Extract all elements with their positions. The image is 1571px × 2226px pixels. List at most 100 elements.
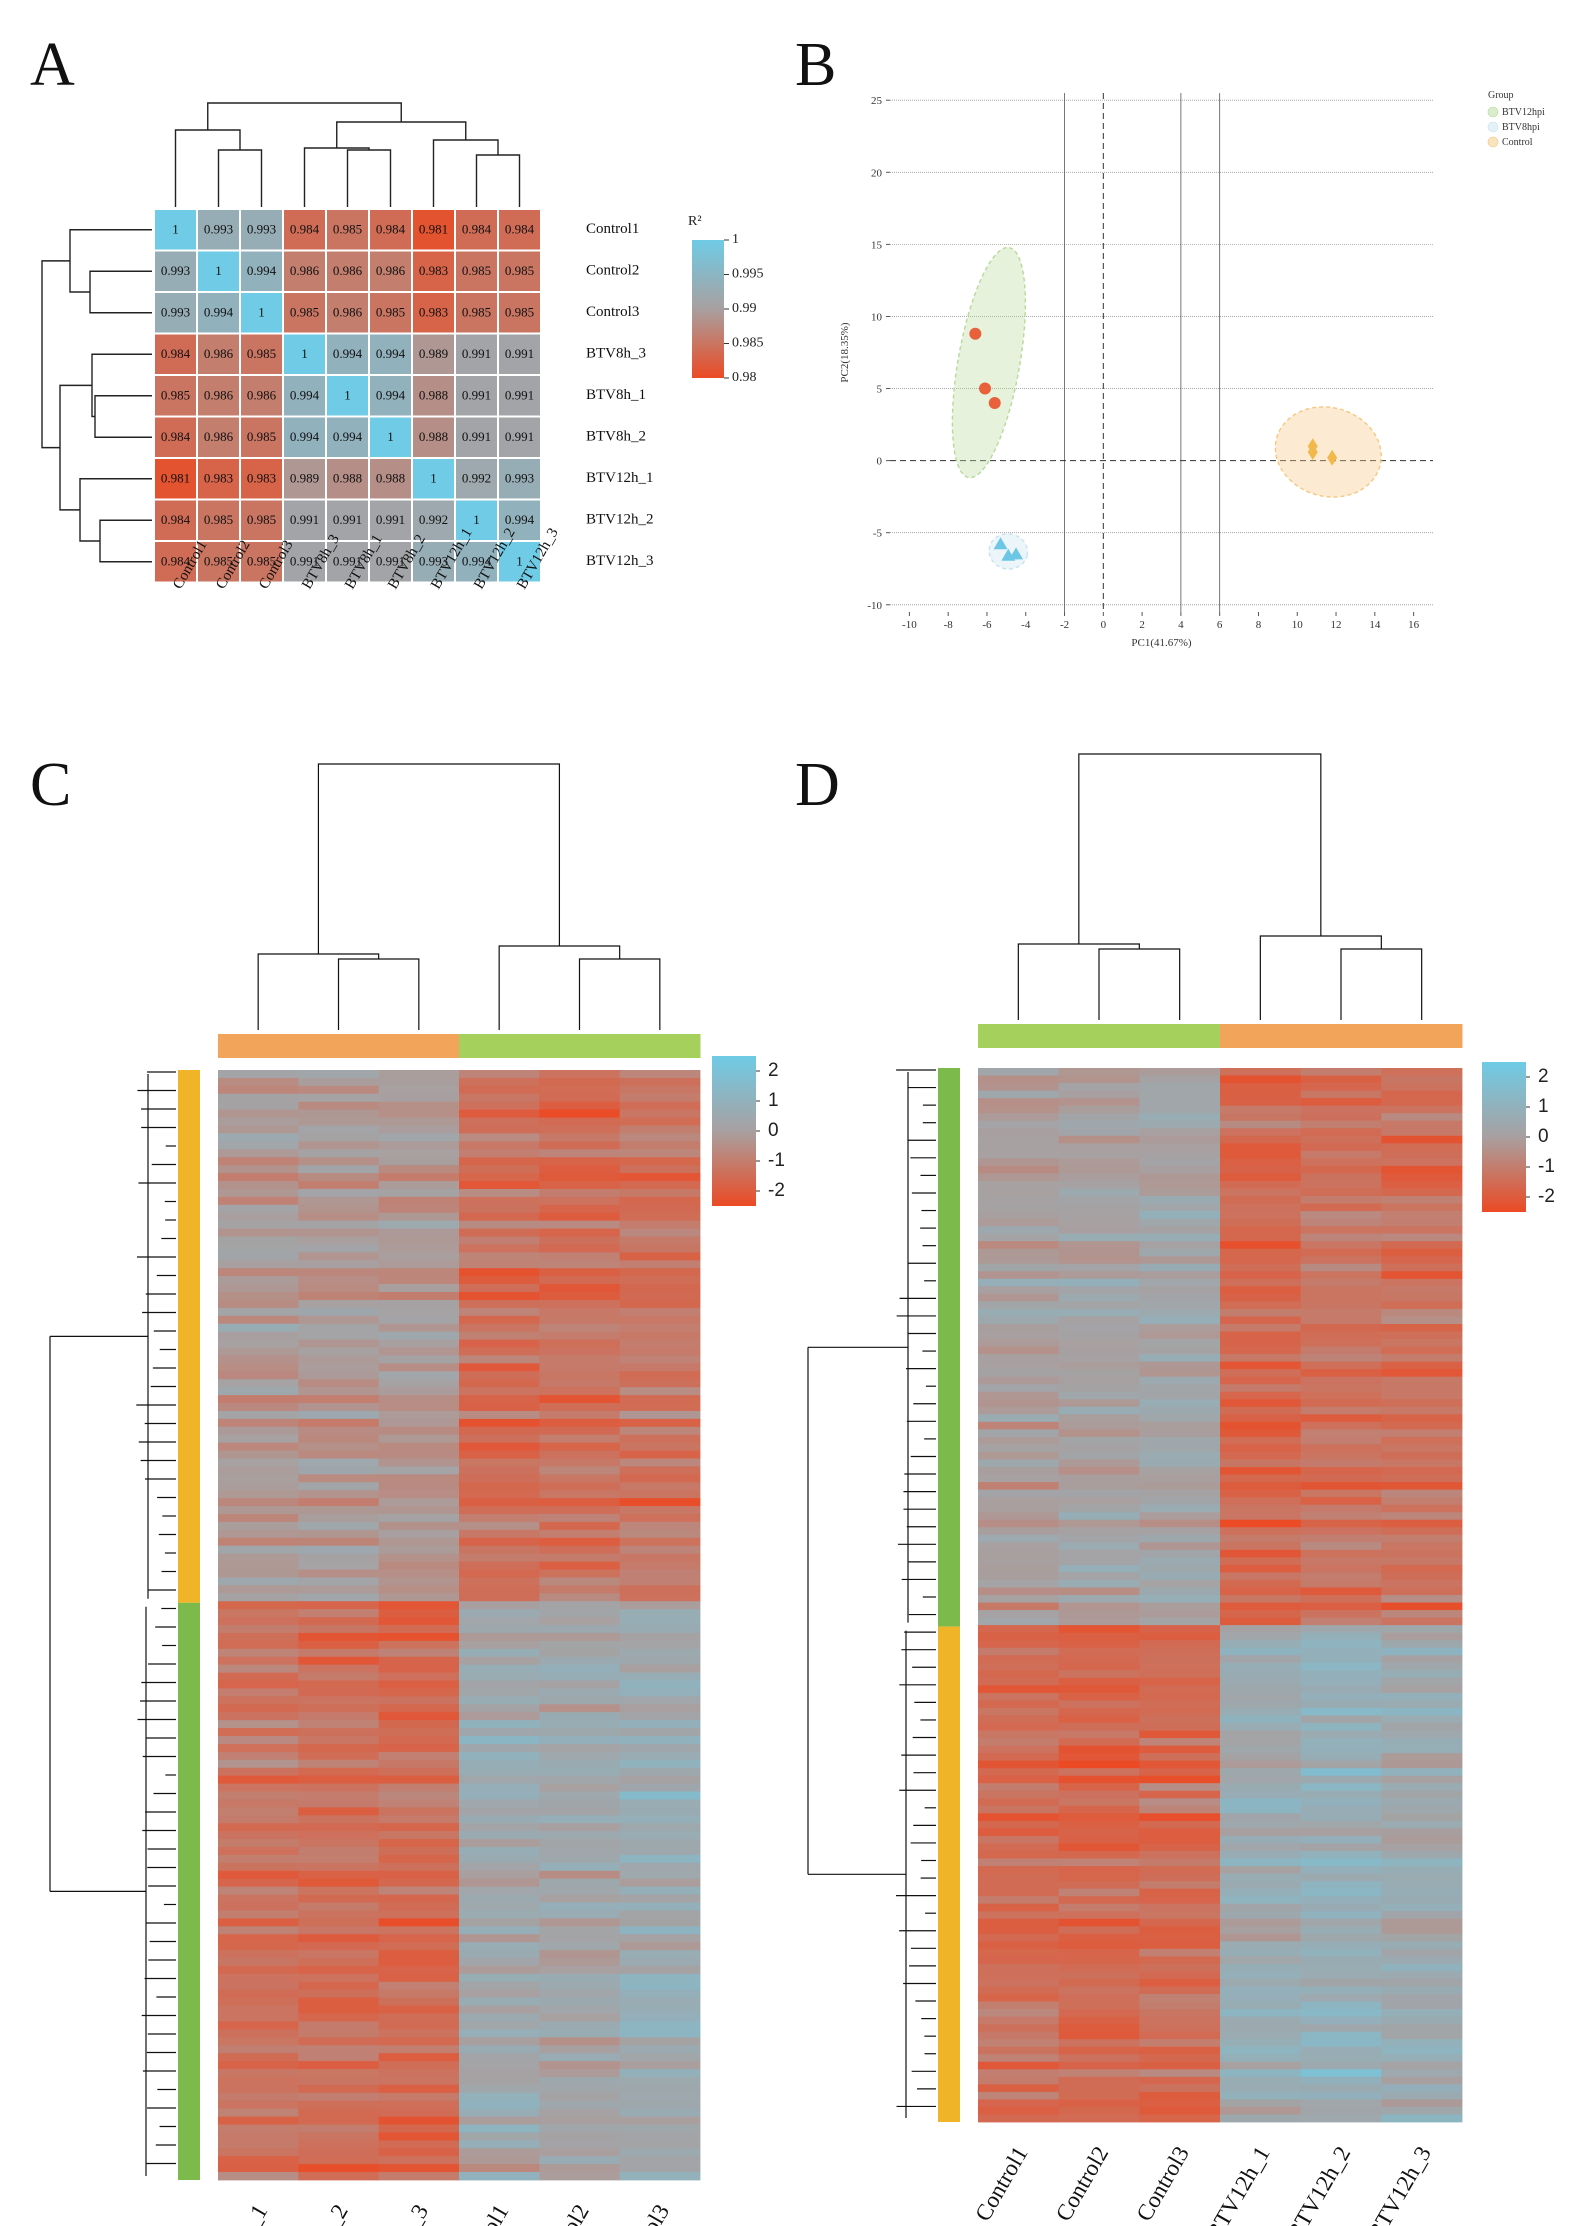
column-label: Control1 xyxy=(451,2200,514,2226)
expression-cell xyxy=(539,2116,621,2125)
expression-cell xyxy=(978,1233,1060,1242)
expression-cell xyxy=(1381,2106,1463,2115)
expression-cell xyxy=(1058,2069,1140,2078)
expression-cell xyxy=(1300,1376,1382,1385)
heatmap-cell xyxy=(196,540,241,584)
expression-cell xyxy=(1300,1339,1382,1347)
expression-cell xyxy=(459,1418,540,1428)
expression-cell xyxy=(1220,1677,1302,1686)
expression-cell xyxy=(539,1767,621,1777)
expression-cell xyxy=(1220,1707,1302,1716)
expression-cell xyxy=(1139,1421,1221,1430)
expression-cell xyxy=(459,1799,540,1808)
expression-cell xyxy=(1139,1813,1221,1822)
expression-cell xyxy=(1058,1158,1140,1167)
expression-cell xyxy=(378,1363,460,1372)
expression-cell xyxy=(298,1569,380,1578)
expression-cell xyxy=(459,1181,540,1190)
expression-cell xyxy=(619,1252,701,1261)
expression-cell xyxy=(459,1149,540,1158)
expression-cell xyxy=(539,1204,621,1214)
expression-cell xyxy=(298,2005,380,2014)
expression-cell xyxy=(978,1768,1060,1777)
expression-cell xyxy=(1058,1489,1140,1498)
expression-cell xyxy=(1220,1436,1302,1445)
expression-cell xyxy=(978,1655,1060,1664)
expression-cell xyxy=(539,1545,621,1555)
expression-cell xyxy=(1058,1098,1140,1107)
expression-cell xyxy=(978,1497,1060,1506)
expression-cell xyxy=(978,2084,1060,2093)
expression-cell xyxy=(978,1963,1060,1972)
expression-cell xyxy=(1220,1722,1302,1731)
expression-cell xyxy=(378,1981,460,1991)
expression-cell xyxy=(619,1609,701,1618)
expression-cell xyxy=(978,1286,1060,1295)
expression-cell xyxy=(1220,1323,1302,1332)
expression-cell xyxy=(1058,1835,1140,1844)
expression-cell xyxy=(459,2172,540,2181)
expression-cell xyxy=(1058,1173,1140,1182)
expression-cell xyxy=(1139,1798,1221,1807)
expression-cell xyxy=(298,1141,380,1150)
expression-cell xyxy=(459,1109,540,1118)
expression-cell xyxy=(619,1339,701,1348)
expression-cell xyxy=(539,1609,621,1618)
expression-cell xyxy=(459,1284,540,1293)
expression-cell xyxy=(978,1775,1060,1784)
x-tick-label: 14 xyxy=(1369,619,1381,631)
expression-cell xyxy=(1300,1271,1382,1280)
expression-cell xyxy=(298,2124,380,2133)
heatmap-cell xyxy=(153,415,198,459)
expression-cell xyxy=(1300,1075,1382,1084)
expression-cell xyxy=(218,1070,299,1079)
heatmap-cell xyxy=(368,415,413,459)
expression-cell xyxy=(218,1307,299,1317)
expression-cell xyxy=(1220,1482,1302,1490)
expression-cell xyxy=(619,1640,701,1650)
expression-cell xyxy=(619,1371,701,1380)
expression-cell xyxy=(619,1648,701,1658)
expression-cell xyxy=(1220,1843,1302,1852)
expression-cell xyxy=(539,1632,621,1642)
expression-cell xyxy=(1381,1941,1463,1950)
expression-cell xyxy=(459,1212,540,1222)
legend-key xyxy=(1487,136,1499,148)
heatmap-cell xyxy=(411,249,456,293)
expression-cell xyxy=(539,1918,621,1927)
expression-cell xyxy=(1058,1768,1140,1777)
expression-cell xyxy=(298,1268,380,1277)
expression-cell xyxy=(619,1632,701,1642)
expression-cell xyxy=(298,1466,380,1475)
expression-cell xyxy=(978,1226,1060,1235)
expression-cell xyxy=(1300,2031,1382,2040)
expression-cell xyxy=(619,2172,701,2181)
expression-cell xyxy=(1300,1858,1382,1867)
expression-cell xyxy=(459,1625,540,1634)
expression-cell xyxy=(619,1474,701,1483)
expression-cell xyxy=(1300,1610,1382,1618)
expression-cell xyxy=(459,2156,540,2165)
cell-value-label: 1 xyxy=(430,471,437,486)
expression-cell xyxy=(459,2076,540,2086)
expression-cell xyxy=(459,1759,540,1769)
expression-cell xyxy=(978,1293,1060,1302)
dendrogram-branch xyxy=(1017,943,1140,1020)
heatmap-cell xyxy=(282,332,327,376)
expression-cell xyxy=(218,1268,299,1277)
expression-cell xyxy=(1381,1835,1463,1844)
expression-cell xyxy=(1300,1918,1382,1927)
expression-cell xyxy=(218,2164,299,2173)
expression-cell xyxy=(298,1775,380,1784)
expression-cell xyxy=(619,1458,701,1467)
expression-cell xyxy=(978,1414,1060,1423)
expression-cell xyxy=(539,2013,621,2022)
expression-cell xyxy=(459,1942,540,1951)
expression-cell xyxy=(1058,1068,1140,1076)
expression-cell xyxy=(1300,1180,1382,1189)
cell-value-label: 0.988 xyxy=(376,471,405,486)
expression-cell xyxy=(459,1331,540,1340)
cell-value-label: 0.983 xyxy=(419,305,448,320)
expression-cell xyxy=(298,1426,380,1436)
expression-cell xyxy=(459,1839,540,1848)
